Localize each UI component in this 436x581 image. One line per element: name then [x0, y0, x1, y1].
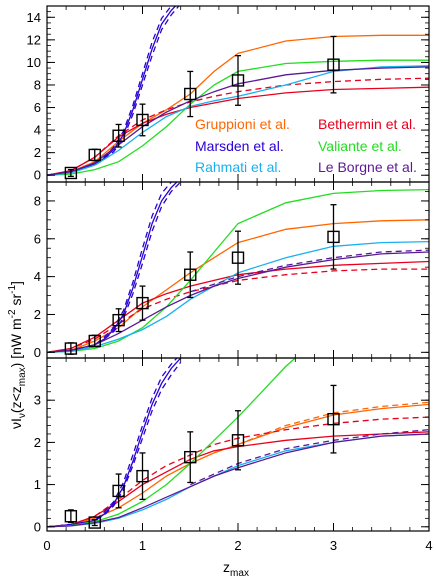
- series-line-bethermin: [47, 268, 429, 353]
- y-title-ineq: (z<z: [8, 386, 24, 413]
- y-title-unit-close: ]: [8, 281, 24, 285]
- y-tick-label: 6: [34, 100, 41, 115]
- panel-bottom: 0 1 2 3 0 1 2 3 4: [34, 357, 433, 553]
- y-tick-label: 14: [27, 10, 41, 25]
- data-point: [64, 509, 78, 524]
- y-title-paren: ): [8, 363, 24, 368]
- data-point: [327, 204, 340, 270]
- y-title-i: I: [8, 418, 24, 422]
- data-point: [136, 103, 149, 137]
- data-point: [112, 123, 125, 148]
- series-line-leborgne: [190, 429, 429, 486]
- y-tick-label: 12: [27, 32, 41, 47]
- y-title-nu-sub: ν: [17, 413, 28, 418]
- y-title-sup-m: -2: [7, 309, 18, 318]
- data-point: [231, 410, 245, 471]
- data-point: [88, 334, 101, 348]
- y-tick-label: 2: [34, 435, 41, 450]
- series-line-leborgne: [190, 249, 429, 293]
- x-title-sub: max: [230, 568, 249, 579]
- data-point: [64, 166, 78, 180]
- data-point: [112, 308, 125, 333]
- legend-item: Rahmati et al.: [195, 159, 281, 175]
- series-line-valiante: [47, 358, 296, 528]
- series-line-marsden: [47, 6, 173, 176]
- legend-item: Le Borgne et al.: [318, 159, 417, 175]
- y-title-sr: sr: [8, 294, 24, 306]
- data-point: [88, 148, 101, 162]
- data-point: [184, 70, 197, 118]
- panel-top: 0 2 4 6 8 10 12 14: [27, 5, 430, 183]
- data-point: [184, 431, 197, 484]
- y-tick-label: 0: [34, 168, 41, 183]
- x-tick-label: 2: [234, 538, 241, 553]
- legend-item: Valiante et al.: [318, 138, 402, 154]
- y-title-max: max: [17, 367, 28, 386]
- x-title-base: z: [223, 559, 230, 575]
- data-point: [231, 54, 245, 106]
- data-point: [327, 384, 340, 454]
- legend-item: Marsden et al.: [195, 138, 284, 154]
- y-title-sup-sr: -1: [7, 285, 18, 294]
- y-tick-label: 6: [34, 231, 41, 246]
- y-tick-label: 2: [34, 145, 41, 160]
- x-tick-label: 0: [43, 538, 50, 553]
- data-point: [112, 473, 125, 509]
- data-point: [136, 285, 149, 321]
- x-tick-label: 3: [330, 538, 337, 553]
- data-point: [88, 516, 101, 529]
- x-tick-label: 1: [139, 538, 146, 553]
- panel-middle: 0 2 4 6 8: [34, 181, 430, 360]
- x-tick-label: 4: [425, 538, 432, 553]
- series-line-marsden: [47, 358, 178, 528]
- y-tick-label: 0: [34, 345, 41, 360]
- x-axis-title: zmax: [223, 559, 249, 579]
- y-tick-label: 1: [34, 477, 41, 492]
- y-tick-label: 2: [34, 307, 41, 322]
- y-tick-label: 8: [34, 193, 41, 208]
- y-tick-label: 8: [34, 77, 41, 92]
- y-title-nu: ν: [8, 422, 24, 429]
- data-point: [184, 251, 197, 299]
- y-title-unit-open: [nW m: [8, 318, 24, 358]
- data-point: [64, 342, 78, 355]
- legend: Gruppioni et al. Bethermin et al. Marsden …: [195, 116, 417, 175]
- data-point: [231, 230, 245, 285]
- data-point: [136, 452, 149, 501]
- y-tick-label: 3: [34, 393, 41, 408]
- legend-item: Bethermin et al.: [318, 116, 416, 132]
- y-tick-label: 0: [34, 519, 41, 534]
- y-axis-title: νIν(z<zmax) [nW m-2 sr-1]: [7, 281, 28, 429]
- data-point: [327, 35, 340, 94]
- series-line-marsden: [47, 361, 182, 528]
- legend-item: Gruppioni et al.: [195, 116, 290, 132]
- y-tick-label: 4: [34, 269, 41, 284]
- y-tick-label: 10: [27, 55, 41, 70]
- y-tick-label: 4: [34, 123, 41, 138]
